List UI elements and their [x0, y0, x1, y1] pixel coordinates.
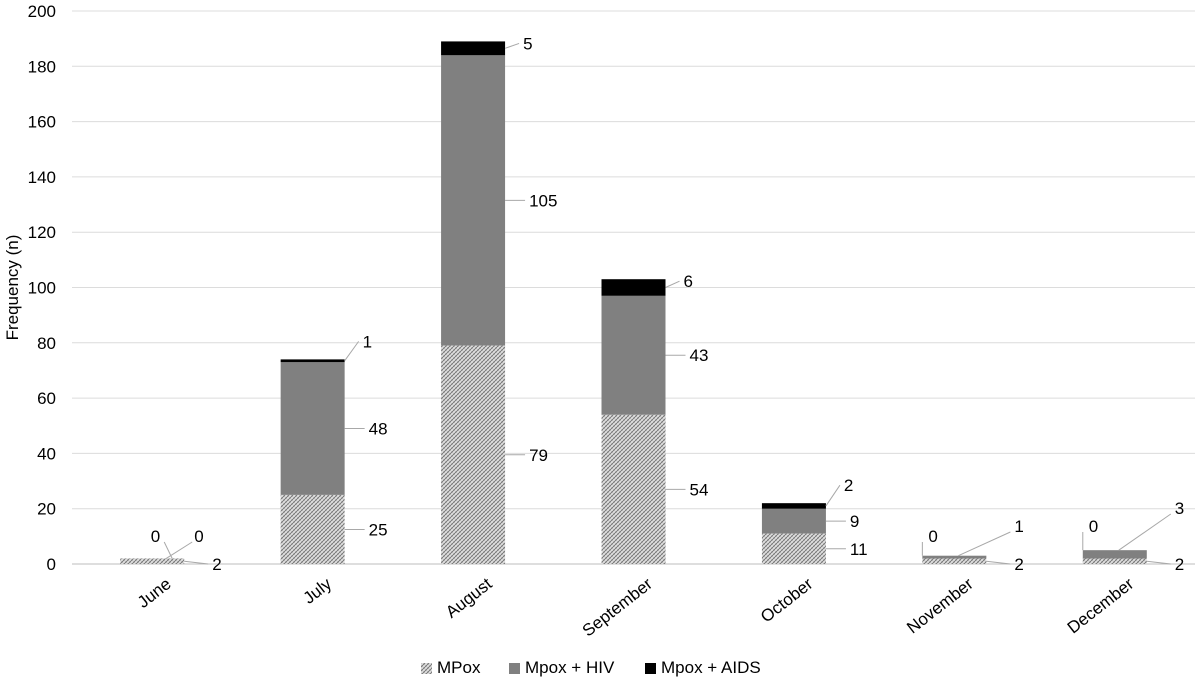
x-category-label: July — [300, 574, 336, 608]
data-label: 105 — [529, 191, 557, 210]
y-axis-ticks: 0 20 40 60 80 100 120 140 160 180 200 — [28, 2, 56, 574]
y-axis-title: Frequency (n) — [3, 235, 22, 341]
data-label: 1 — [363, 332, 372, 351]
data-label: 0 — [151, 527, 160, 546]
data-label: 43 — [690, 346, 709, 365]
y-tick-label: 160 — [28, 113, 56, 132]
bar-segment-mpox — [280, 494, 345, 564]
bar-segment-mpox-aids — [441, 41, 506, 56]
leader-line — [825, 484, 841, 507]
bar-segment-mpox-hiv — [441, 55, 506, 346]
data-label: 2 — [1014, 555, 1023, 574]
leader-line — [1146, 560, 1171, 565]
label-leader-lines — [163, 42, 1172, 565]
data-label: 79 — [529, 446, 548, 465]
legend-label: MPox — [437, 658, 481, 677]
y-tick-label: 60 — [37, 389, 56, 408]
bar-segment-mpox-aids — [280, 359, 345, 363]
bar-segment-mpox-hiv — [601, 295, 666, 415]
bar-segment-mpox — [441, 345, 506, 564]
data-label: 25 — [369, 520, 388, 539]
x-category-label: June — [134, 574, 175, 612]
data-label: 6 — [684, 272, 693, 291]
data-label: 0 — [194, 527, 203, 546]
x-category-label: December — [1064, 574, 1138, 637]
x-category-label: October — [757, 574, 817, 626]
bar-segment-mpox-hiv — [922, 555, 987, 559]
data-label: 11 — [850, 540, 868, 559]
y-tick-label: 40 — [37, 444, 56, 463]
leader-line — [986, 560, 1011, 565]
y-tick-label: 80 — [37, 334, 56, 353]
leader-line — [1118, 513, 1172, 551]
bar-segment-mpox — [1082, 558, 1147, 564]
bar-segment-mpox-aids — [601, 279, 666, 296]
y-tick-label: 200 — [28, 2, 56, 21]
data-label: 2 — [844, 476, 853, 495]
bar-segment-mpox — [922, 558, 987, 564]
legend: MPox Mpox + HIV Mpox + AIDS — [421, 658, 761, 677]
y-tick-label: 180 — [28, 57, 56, 76]
data-label: 1 — [1014, 517, 1023, 536]
leader-line — [163, 541, 173, 559]
legend-label: Mpox + HIV — [525, 658, 615, 677]
y-tick-label: 140 — [28, 168, 56, 187]
data-label: 48 — [369, 420, 388, 439]
x-category-label: November — [903, 574, 977, 637]
bars — [120, 41, 1147, 564]
leader-line — [165, 541, 193, 559]
data-label: 2 — [1175, 555, 1184, 574]
bar-segment-mpox-hiv — [1082, 550, 1147, 559]
x-category-label: August — [442, 574, 496, 622]
data-label: 5 — [523, 34, 532, 53]
y-tick-label: 100 — [28, 279, 56, 298]
x-axis-categories: June July August September October November De… — [134, 574, 1138, 640]
legend-swatch — [421, 663, 432, 674]
data-label: 9 — [850, 512, 859, 531]
data-label: 0 — [928, 527, 937, 546]
data-label: 2 — [212, 555, 221, 574]
data-label: 0 — [1089, 517, 1098, 536]
bar-segment-mpox-aids — [761, 503, 826, 509]
bar-segment-mpox — [120, 558, 185, 564]
legend-swatch — [509, 663, 520, 674]
data-label: 3 — [1175, 499, 1184, 518]
leader-line — [958, 531, 1011, 557]
bar-segment-mpox-hiv — [761, 508, 826, 534]
legend-label: Mpox + AIDS — [661, 658, 761, 677]
y-tick-label: 0 — [47, 555, 56, 574]
bar-segment-mpox — [601, 414, 666, 564]
data-label: 54 — [690, 480, 709, 499]
leader-line — [344, 341, 360, 362]
leader-line — [504, 42, 520, 49]
leader-line — [665, 280, 680, 288]
y-tick-label: 20 — [37, 500, 56, 519]
bar-segment-mpox — [761, 533, 826, 564]
legend-swatch — [645, 663, 656, 674]
bar-segment-mpox-hiv — [280, 362, 345, 495]
x-category-label: September — [579, 574, 656, 640]
y-tick-label: 120 — [28, 223, 56, 242]
leader-line — [184, 560, 209, 565]
